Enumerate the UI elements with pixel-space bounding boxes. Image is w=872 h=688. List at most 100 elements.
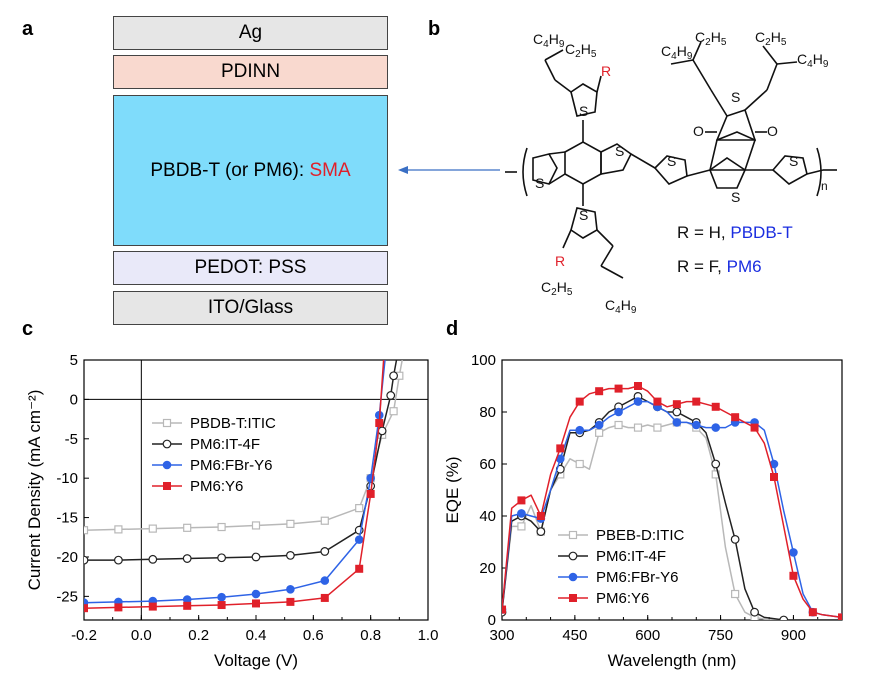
layer-ag-label: Ag [238, 22, 263, 43]
c-xtick-label-5: 0.8 [360, 627, 381, 644]
c-series-pbdb-t-itic-point-7 [320, 516, 329, 525]
d-series-pm6-y6-point-22 [711, 402, 720, 411]
panel-label-c: c [22, 318, 34, 340]
c-ytick-label-2: -5 [65, 431, 78, 448]
layer-pdinn: PDINN [113, 55, 388, 89]
label-s-middle: S [667, 153, 676, 169]
label-c2h5-bdd-right: C2H5 [755, 29, 787, 48]
label-c2h5-top: C2H5 [565, 41, 597, 60]
label-c2h5-bdd-left: C2H5 [695, 29, 727, 48]
c-series-pm6-y6-point-5 [252, 599, 260, 608]
d-series-pm6-fbr-y6-point-10 [594, 420, 604, 430]
label-c4h9-bdd-left: C4H9 [661, 43, 693, 62]
c-series-pbdb-t-itic-point-1 [114, 525, 123, 534]
c-series-pm6-fbr-y6-point-8 [354, 535, 364, 544]
c-series-pm6-it-4f-point-11 [386, 391, 396, 400]
c-ytick-label-1: 0 [70, 391, 78, 408]
d-series-pm6-y6-point-34 [838, 613, 842, 620]
label-s-left: S [535, 175, 544, 191]
d-ytick-label-1: 20 [479, 560, 496, 577]
c-series-pm6-fbr-y6-line [84, 360, 386, 604]
d-series-pm6-it-4f-point-22 [711, 459, 721, 469]
label-s-bdd-lower: S [731, 189, 740, 205]
panel-label-b: b [428, 18, 441, 40]
d-ytick-label-4: 80 [479, 404, 496, 421]
d-legend-3-point-legend [569, 594, 577, 602]
label-c4h9-bottom: C4H9 [605, 297, 637, 316]
label-s-core: S [615, 143, 624, 159]
c-series-pm6-fbr-y6-point-4 [217, 592, 226, 602]
c-series-pm6-it-4f-point-0 [84, 555, 89, 565]
d-series-pm6-y6-point-18 [672, 400, 681, 409]
c-series-pbdb-t-itic-point-2 [148, 524, 157, 533]
d-series-pm6-y6-point-2 [517, 496, 526, 505]
d-series-pbeb-d-itic-line [502, 421, 842, 620]
d-series-pm6-y6-point-14 [634, 382, 642, 390]
d-series-pm6-it-4f-point-4 [536, 527, 546, 537]
d-series-pm6-y6-point-6 [556, 444, 565, 453]
label-r-bottom: R [555, 253, 565, 269]
d-series-pbeb-d-itic [502, 418, 842, 620]
d-xtick-label-3: 750 [708, 627, 733, 644]
c-xtick-label-0: -0.2 [71, 627, 97, 644]
d-series-pm6-y6-point-32 [808, 608, 817, 617]
polymer-legend-line-2: R = F, PM6 [677, 257, 762, 276]
d-series-pm6-fbr-y6-point-18 [672, 418, 682, 427]
c-ylabel: Current Density (mA cm⁻²) [25, 390, 44, 591]
c-series-pm6-it-4f-point-2 [148, 554, 158, 564]
d-series-pm6-fbr-y6 [502, 397, 842, 620]
d-ytick-label-3: 60 [479, 456, 496, 473]
layer-active-label-main: PBDB-T (or PM6): [150, 159, 310, 181]
c-series-pm6-it-4f-point-12 [389, 371, 399, 381]
layer-pedot-label: PEDOT: PSS [194, 257, 307, 278]
d-xtick-label-2: 600 [635, 627, 660, 644]
d-series-pm6-y6-line [502, 385, 842, 619]
c-series-pbdb-t-itic [84, 360, 404, 535]
arrow-icon [398, 166, 500, 174]
c-legend-1-point-legend [162, 439, 172, 449]
layer-ag: Ag [113, 16, 388, 50]
label-n: n [821, 179, 828, 193]
d-series-pm6-y6-point-16 [653, 397, 662, 406]
c-series-pm6-y6-point-4 [217, 601, 226, 610]
d-series-pm6-y6-point-4 [536, 512, 545, 520]
d-series-pm6-y6-point-26 [750, 423, 759, 432]
d-series-pm6-y6 [502, 382, 842, 620]
d-series-pm6-fbr-y6-point-8 [575, 425, 585, 435]
c-series-pbdb-t-itic-point-6 [286, 519, 295, 528]
structure-bonds [505, 41, 837, 279]
c-xlabel: Voltage (V) [214, 651, 298, 670]
d-legend-2-point-legend [568, 572, 578, 582]
d-xtick-label-4: 900 [781, 627, 806, 644]
c-legend-1-label: PM6:IT-4F [190, 436, 260, 453]
c-series-pm6-it-4f-point-3 [182, 554, 192, 563]
d-series-pbeb-d-itic-point-12 [614, 420, 623, 430]
structure-labels: C4H9 C2H5 R S S S S S S O O S n C4H9 C2H… [533, 29, 829, 316]
d-series-pm6-it-4f [502, 392, 842, 620]
c-legend-0-point-legend [162, 418, 172, 428]
c-series-pbdb-t-itic-point-8 [355, 504, 364, 513]
c-series-pm6-y6-point-9 [366, 489, 375, 498]
c-series-pm6-fbr-y6-point-5 [251, 589, 261, 599]
polymer-legend: R = H, PBDB-T R = F, PM6 [677, 223, 793, 276]
c-ytick-label-4: -15 [56, 510, 78, 527]
eqe-chart: 300 450 600 750 900 0 20 40 60 80 100 Wavelength (n… [443, 352, 843, 670]
c-ytick-label-3: -10 [56, 470, 78, 487]
c-series-pm6-it-4f-point-6 [286, 550, 295, 560]
label-s-bottom-thiophene: S [579, 207, 588, 223]
c-legend-0-label: PBDB-T:ITIC [190, 415, 276, 432]
d-series-pm6-fbr-y6-point-14 [633, 397, 643, 406]
d-series-pm6-y6-point-12 [614, 384, 623, 393]
layer-active: PBDB-T (or PM6): SMA [113, 95, 388, 246]
d-series-pbeb-d-itic-point-14 [633, 423, 643, 432]
c-series-pbdb-t-itic-point-3 [183, 523, 192, 532]
d-xlabel: Wavelength (nm) [608, 651, 737, 670]
d-series-pm6-it-4f-point-26 [750, 607, 759, 617]
chemical-structure: C4H9 C2H5 R S S S S S S O O S n C4H9 C2H… [505, 29, 837, 316]
d-ytick-label-2: 40 [479, 508, 496, 525]
c-series-pm6-y6-point-10 [375, 419, 384, 428]
d-legend-1-label: PM6:IT-4F [596, 548, 666, 565]
c-series-pm6-y6-point-7 [320, 593, 329, 602]
c-xtick-label-4: 0.6 [303, 627, 324, 644]
label-r-top: R [601, 63, 611, 79]
